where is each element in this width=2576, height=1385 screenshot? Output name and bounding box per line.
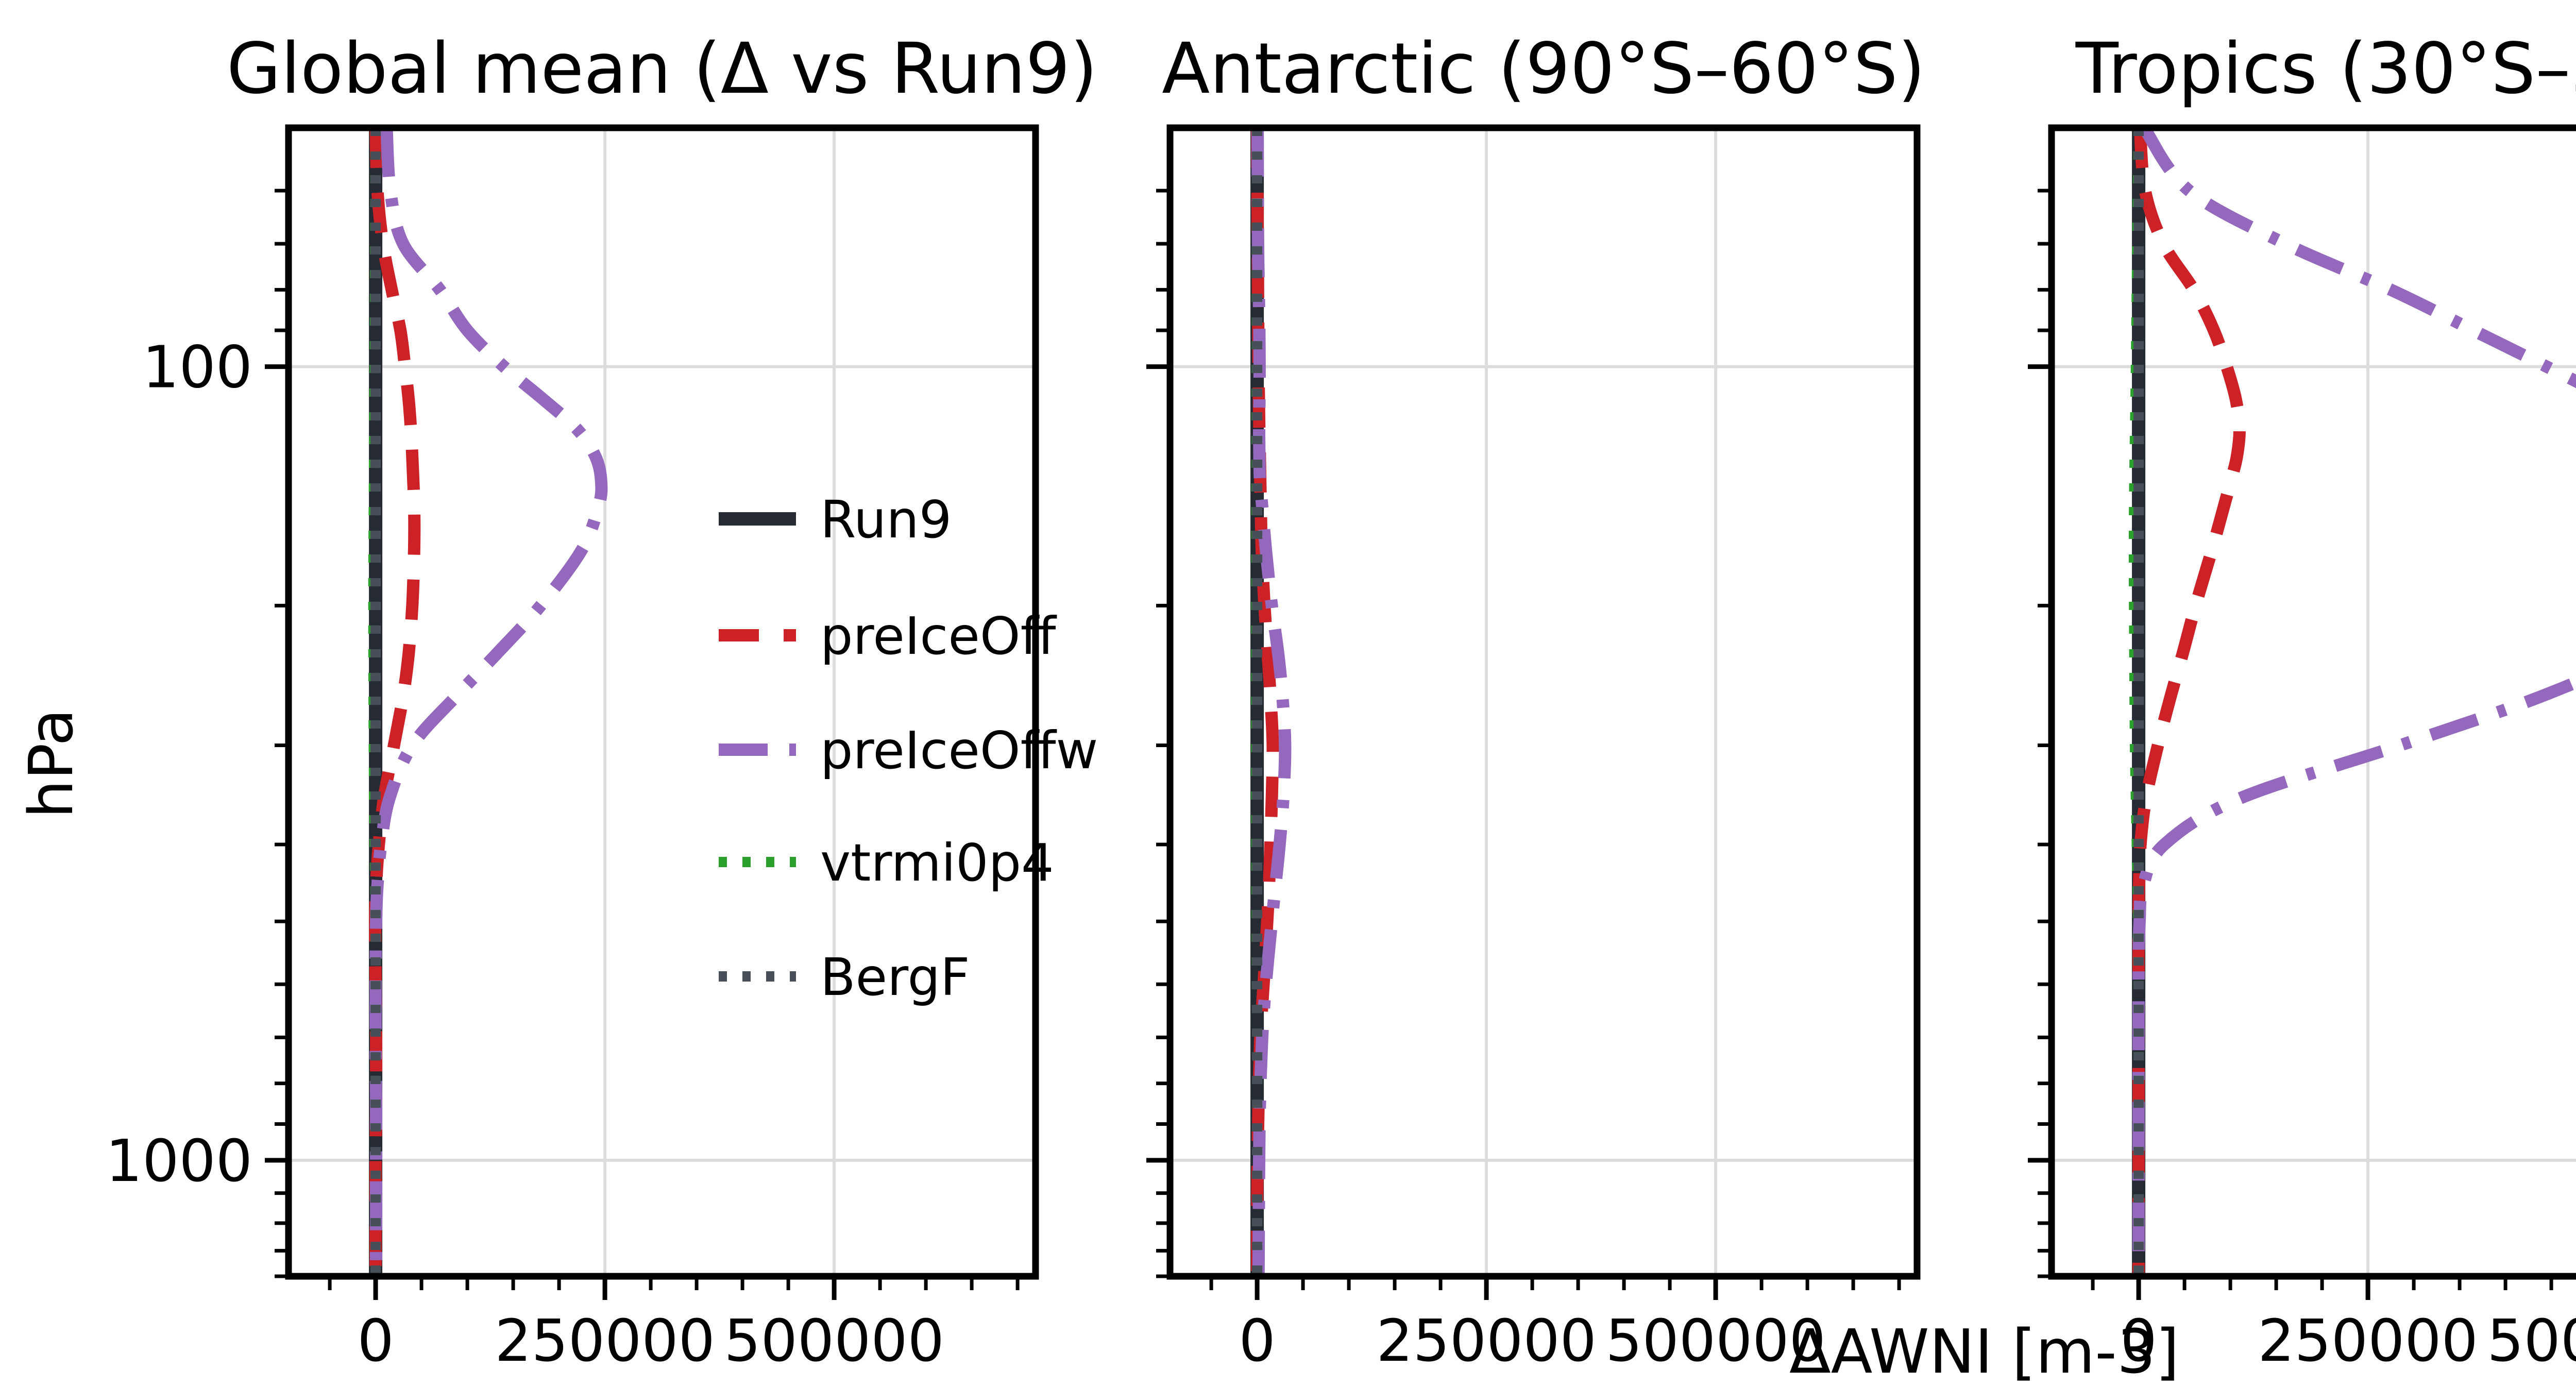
x-tick-label: 0 <box>1239 1308 1275 1375</box>
y-axis-label: hPa <box>15 708 87 818</box>
curves-layer <box>368 128 2576 1276</box>
panel-2-spines <box>2048 124 2576 1280</box>
legend-label-vtrmi0p4: vtrmi0p4 <box>820 833 1054 893</box>
legend-label-preiceoffw: preIceOffw <box>820 720 1098 781</box>
curve-preiceoffw-panel1 <box>1251 128 1292 1276</box>
legend-label-run9: Run9 <box>820 489 952 550</box>
x-tick-label: 250000 <box>2258 1308 2478 1375</box>
x-tick-label: 500000 <box>1605 1308 1826 1375</box>
panel-1-title: Antarctic (90°S–60°S) <box>1162 28 1925 110</box>
curve-preiceoffw-panel2 <box>2132 128 2576 1276</box>
x-axis-label: ΔAWNI [m-3] <box>1789 1316 2179 1385</box>
panel-0-title: Global mean (Δ vs Run9) <box>227 28 1097 110</box>
y-tick-label: 100 <box>142 334 252 401</box>
x-tick-label: 0 <box>357 1308 394 1375</box>
curve-preiceoffw-panel0 <box>369 128 608 1276</box>
panel-1-spines <box>1166 124 1921 1280</box>
y-tick-label: 1000 <box>106 1128 252 1195</box>
legend-label-bergf: BergF <box>820 947 970 1007</box>
x-tick-label: 0 <box>2120 1308 2157 1375</box>
curve-preiceoff-panel2 <box>2132 128 2246 1276</box>
panel-0-spines <box>285 124 1039 1280</box>
legend: Run9 preIceOff preIceOffw vtrmi0p4 BergF <box>719 489 1098 1007</box>
x-tick-label: 250000 <box>1376 1308 1597 1375</box>
legend-label-preiceoff: preIceOff <box>820 606 1057 666</box>
gridlines-layer <box>289 128 2576 1276</box>
x-tick-label: 500000 <box>724 1308 944 1375</box>
x-tick-label: 250000 <box>495 1308 715 1375</box>
axes-layer <box>265 124 2576 1300</box>
panel-2-title: Tropics (30°S–30°N) <box>2075 28 2576 110</box>
x-tick-label: 500000 <box>2487 1308 2576 1375</box>
